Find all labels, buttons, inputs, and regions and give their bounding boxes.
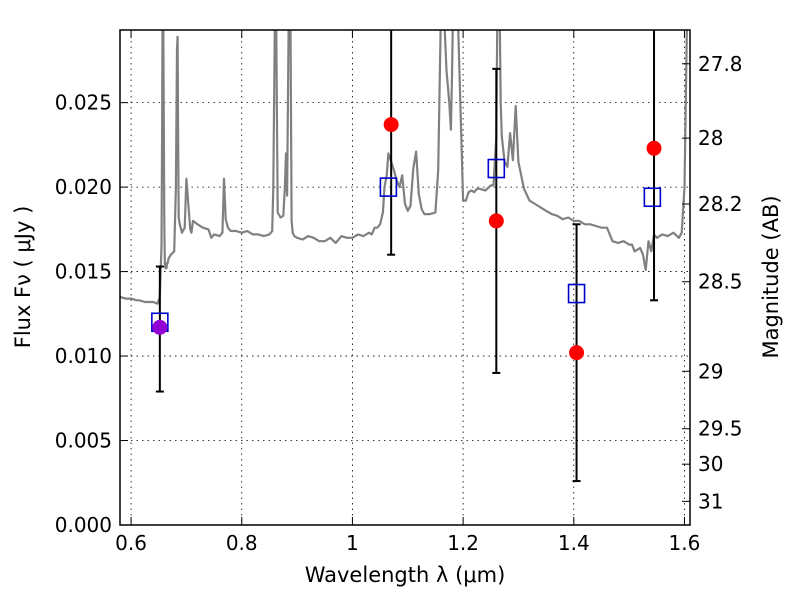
x-tick-label: 1.4 [558, 531, 590, 555]
y-axis-label: Flux Fν ( μJy ) [11, 206, 35, 349]
x-tick-label: 0.6 [115, 531, 147, 555]
y2-tick-label: 28.5 [698, 270, 743, 294]
plot-area [120, 30, 688, 483]
observed-point [152, 319, 168, 335]
y2-tick-label: 27.8 [698, 52, 743, 76]
model-point [567, 283, 586, 304]
y2-tick-label: 30 [698, 452, 723, 476]
axis-ticks [120, 30, 690, 526]
y-tick-label: 0.010 [55, 344, 112, 368]
model-point [643, 187, 662, 208]
observed-point [488, 213, 504, 229]
y2-tick-label: 29.5 [698, 417, 743, 441]
plot-frame [119, 29, 691, 526]
x-tick-label: 1.6 [669, 531, 701, 555]
grid-lines [120, 30, 690, 526]
y2-tick-label: 28.2 [698, 192, 743, 216]
model-point [487, 158, 506, 179]
y-tick-label: 0.015 [55, 260, 112, 284]
x-axis-label: Wavelength λ (μm) [305, 563, 506, 587]
x-tick-label: 1 [346, 531, 359, 555]
y-tick-label: 0.005 [55, 429, 112, 453]
y2-tick-label: 29 [698, 359, 723, 383]
x-tick-label: 0.8 [226, 531, 258, 555]
x-tick-label: 1.2 [447, 531, 479, 555]
y2-tick-label: 28 [698, 126, 723, 150]
observed-point [569, 345, 585, 361]
tick-labels: 0.6 0.8 1 1.2 1.4 1.6 0.000 0.005 0.010 0.015 0.02… [55, 52, 743, 555]
y-tick-label: 0.025 [55, 91, 112, 115]
y2-tick-label: 31 [698, 489, 723, 513]
y-tick-label: 0.000 [55, 513, 112, 537]
observed-point [383, 117, 399, 133]
observed-point [646, 140, 662, 156]
y-tick-label: 0.020 [55, 175, 112, 199]
spectrum-line [120, 30, 688, 305]
y2-axis-label: Magnitude (AB) [759, 195, 783, 358]
model-point [379, 177, 398, 197]
